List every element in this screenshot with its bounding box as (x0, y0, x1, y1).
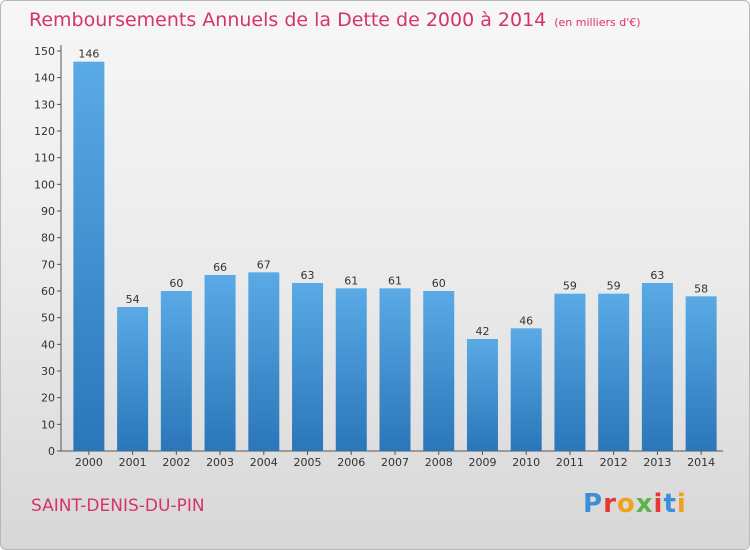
y-tick-label: 70 (41, 258, 55, 271)
data-label: 67 (257, 258, 271, 271)
logo-letter: r (603, 489, 617, 519)
bar-2004 (248, 272, 280, 451)
y-tick-label: 0 (48, 445, 55, 458)
x-tick-label: 2010 (512, 456, 540, 469)
logo-letter: x (635, 489, 654, 519)
x-tick-label: 2003 (206, 456, 234, 469)
bar-2002 (160, 291, 192, 451)
data-label: 63 (650, 269, 664, 282)
x-tick-label: 2013 (643, 456, 671, 469)
bar-2012 (598, 293, 630, 451)
y-tick-label: 150 (34, 45, 55, 58)
bar-2009 (466, 339, 498, 451)
logo-letter: i (676, 489, 687, 519)
logo-letter: i (653, 489, 664, 519)
data-label: 42 (475, 325, 489, 338)
data-label: 146 (78, 48, 99, 61)
x-tick-label: 2006 (337, 456, 365, 469)
y-tick-label: 120 (34, 125, 55, 138)
data-label: 54 (126, 293, 140, 306)
x-tick-label: 2000 (75, 456, 103, 469)
data-label: 61 (344, 274, 358, 287)
x-tick-label: 2009 (468, 456, 496, 469)
data-label: 59 (563, 280, 577, 293)
data-label: 59 (607, 280, 621, 293)
y-tick-label: 130 (34, 98, 55, 111)
proxiti-logo: Proxiti (583, 489, 687, 519)
bar-2013 (641, 283, 673, 451)
logo-letter: o (616, 489, 636, 519)
data-label: 60 (169, 277, 183, 290)
bar-2011 (554, 293, 586, 451)
x-tick-label: 2012 (600, 456, 628, 469)
y-tick-label: 80 (41, 232, 55, 245)
bar-2008 (423, 291, 455, 451)
data-label: 61 (388, 274, 402, 287)
bar-2007 (379, 288, 411, 451)
y-tick-label: 60 (41, 285, 55, 298)
x-tick-label: 2011 (556, 456, 584, 469)
x-tick-label: 2002 (162, 456, 190, 469)
bar-2014 (685, 296, 717, 451)
logo-letter: P (583, 489, 604, 519)
y-tick-label: 40 (41, 338, 55, 351)
data-label: 46 (519, 314, 533, 327)
x-tick-label: 2014 (687, 456, 715, 469)
y-tick-label: 100 (34, 178, 55, 191)
y-tick-label: 140 (34, 72, 55, 85)
y-tick-label: 90 (41, 205, 55, 218)
bar-2000 (73, 61, 105, 452)
logo-letter: t (663, 489, 677, 519)
y-tick-label: 110 (34, 152, 55, 165)
y-tick-label: 50 (41, 312, 55, 325)
chart-title: Remboursements Annuels de la Dette de 20… (29, 9, 641, 31)
x-tick-label: 2008 (425, 456, 453, 469)
bar-2006 (335, 288, 367, 451)
data-label: 60 (432, 277, 446, 290)
y-tick-label: 30 (41, 365, 55, 378)
x-tick-label: 2004 (250, 456, 278, 469)
data-label: 58 (694, 282, 708, 295)
bar-2001 (117, 307, 149, 451)
bar-2003 (204, 275, 236, 451)
x-tick-label: 2007 (381, 456, 409, 469)
x-tick-label: 2005 (294, 456, 322, 469)
y-tick-label: 20 (41, 392, 55, 405)
x-tick-label: 2001 (119, 456, 147, 469)
commune-name: SAINT-DENIS-DU-PIN (31, 496, 205, 516)
chart-unit: (en milliers d'€) (554, 16, 641, 29)
data-label: 63 (301, 269, 315, 282)
y-tick-label: 10 (41, 418, 55, 431)
data-label: 66 (213, 261, 227, 274)
chart-title-text: Remboursements Annuels de la Dette de 20… (29, 9, 547, 31)
bar-2005 (292, 283, 324, 451)
bar-2010 (510, 328, 542, 451)
